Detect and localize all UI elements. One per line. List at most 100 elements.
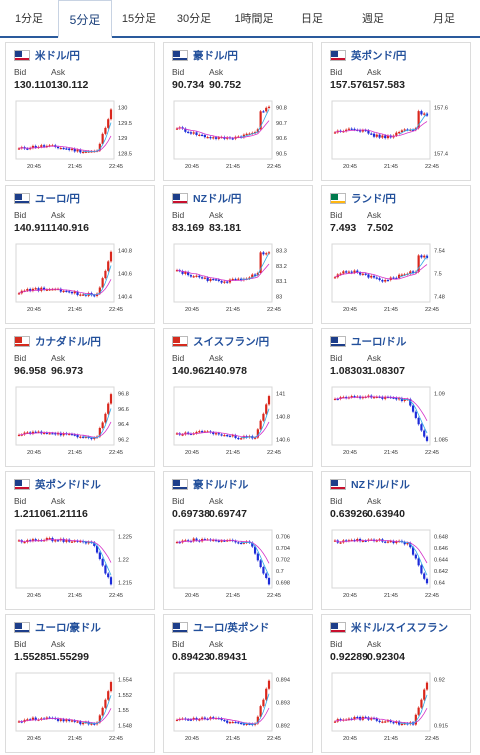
price-chart[interactable]: 96.8 96.6 96.4 96.2 20:45 21:45 22:45 (12, 383, 150, 463)
candle-down (237, 722, 240, 724)
price-chart[interactable]: 0.894 0.893 0.892 20:45 21:45 22:45 (170, 669, 308, 749)
y-tick-label: 7.54 (434, 249, 445, 255)
price-chart[interactable]: 1.09 1.085 20:45 21:45 22:45 (328, 383, 466, 463)
price-chart[interactable]: 0.648 0.646 0.644 0.642 0.64 20:45 21:45 22:45 (328, 526, 466, 606)
pair-name[interactable]: ランド/円 (351, 193, 396, 205)
candle-up (333, 277, 337, 279)
candle-down (76, 291, 79, 296)
price-chart[interactable]: 0.92 0.915 20:45 21:45 22:45 (328, 669, 466, 749)
candle-down (184, 128, 187, 132)
rate-card[interactable]: ランド/円 Bid Ask 7.493 7.502 7.54 7.5 7.48 20:45 21:… (321, 185, 471, 324)
candle-down (93, 295, 96, 297)
price-chart[interactable]: 130 129.5 129 128.5 20:45 21:45 22:45 (12, 97, 150, 177)
candle-up (217, 137, 220, 139)
flag-au-icon (172, 479, 188, 490)
rate-card[interactable]: 米ドル/スイスフラン Bid Ask 0.92289 0.92304 0.92 0.915 2… (321, 614, 471, 753)
ask-label: Ask (209, 639, 224, 649)
price-chart[interactable]: 1.554 1.552 1.55 1.548 20:45 21:45 22:45 (12, 669, 150, 749)
rate-card[interactable]: NZドル/円 Bid Ask 83.169 83.181 83.3 83.2 83.1 83 20… (163, 185, 313, 324)
price-chart[interactable]: 0.706 0.704 0.702 0.7 0.698 20:45 21:45 22:45 (170, 526, 308, 606)
candle-up (400, 130, 404, 133)
rate-card[interactable]: 英ポンド/円 Bid Ask 157.576 157.583 157.6 157.4 20:4… (321, 42, 471, 181)
pair-name[interactable]: NZドル/円 (193, 193, 242, 205)
rate-card[interactable]: 英ポンド/ドル Bid Ask 1.21106 1.21116 1.225 1.22 1.21… (5, 471, 155, 610)
candle-down (195, 132, 198, 135)
pair-name[interactable]: 米ドル/スイスフラン (351, 622, 449, 634)
price-chart[interactable]: 1.225 1.22 1.215 20:45 21:45 22:45 (12, 526, 150, 606)
tab-5[interactable]: 日足 (301, 13, 323, 25)
candle-up (389, 540, 392, 543)
bid-value: 157.576 (330, 79, 368, 91)
ask-value: 157.583 (367, 79, 405, 91)
rate-card[interactable]: NZドル/ドル Bid Ask 0.63926 0.63940 0.648 0.646 0.6… (321, 471, 471, 610)
pair-name[interactable]: ユーロ/豪ドル (35, 622, 101, 634)
x-tick-label: 21:45 (226, 450, 240, 456)
rate-card[interactable]: ユーロ/英ポンド Bid Ask 0.89423 0.89431 0.894 0.893 0.… (163, 614, 313, 753)
pair-name[interactable]: 豪ドル/円 (193, 50, 238, 62)
candle-down (76, 435, 79, 438)
pair-name[interactable]: ユーロ/円 (35, 193, 80, 205)
tab-1[interactable]: 5分足 (58, 0, 112, 38)
candle-up (361, 273, 364, 275)
tab-0[interactable]: 1分足 (14, 13, 44, 25)
pair-name[interactable]: 英ポンド/ドル (35, 479, 101, 491)
candle-up (347, 540, 351, 542)
price-chart[interactable]: 7.54 7.5 7.48 20:45 21:45 22:45 (328, 240, 466, 320)
pair-name[interactable]: カナダドル/円 (35, 336, 101, 348)
x-tick-label: 21:45 (384, 164, 398, 170)
candle-up (223, 435, 226, 437)
candlestick-chart: 130 129.5 129 128.5 20:45 21:45 22:45 (15, 100, 132, 170)
pair-name[interactable]: 豪ドル/ドル (193, 479, 249, 491)
card-header: 英ポンド/円 (330, 48, 406, 63)
tab-7[interactable]: 月足 (433, 13, 455, 25)
tab-4[interactable]: 1時間足 (234, 13, 274, 25)
rate-card[interactable]: 豪ドル/円 Bid Ask 90.734 90.752 90.8 90.7 90.6 90.5 2… (163, 42, 313, 181)
pair-name[interactable]: ユーロ/英ポンド (193, 622, 270, 634)
pair-name[interactable]: NZドル/ドル (351, 479, 410, 491)
price-chart[interactable]: 90.8 90.7 90.6 90.5 20:45 21:45 22:45 (170, 97, 308, 177)
candle-up (65, 539, 68, 542)
candle-up (400, 723, 404, 726)
candle-down (54, 433, 57, 435)
pair-name[interactable]: 英ポンド/円 (351, 50, 407, 62)
candle-down (345, 540, 348, 542)
candle-down (253, 274, 257, 276)
candle-down (358, 272, 362, 275)
candle-down (73, 148, 76, 152)
candle-up (423, 113, 426, 115)
tab-6[interactable]: 週足 (362, 13, 384, 25)
rate-card[interactable]: ユーロ/円 Bid Ask 140.911 140.916 140.8 140.6 140.4… (5, 185, 155, 324)
x-tick-label: 22:45 (109, 164, 123, 170)
candle-up (333, 132, 337, 134)
candle-up (17, 293, 21, 295)
x-tick-label: 20:45 (185, 307, 199, 313)
rate-card[interactable]: 米ドル/円 Bid Ask 130.110 130.112 130 129.5 129 128.… (5, 42, 155, 181)
candle-down (411, 405, 415, 412)
tab-2[interactable]: 15分足 (121, 13, 157, 25)
tab-3[interactable]: 30分足 (176, 13, 212, 25)
price-chart[interactable]: 140.8 140.6 140.4 20:45 21:45 22:45 (12, 240, 150, 320)
price-chart[interactable]: 83.3 83.2 83.1 83 20:45 21:45 22:45 (170, 240, 308, 320)
candle-down (29, 540, 32, 542)
pair-name[interactable]: ユーロ/ドル (351, 336, 407, 348)
pair-name[interactable]: スイスフラン/円 (193, 336, 270, 348)
candle-down (392, 722, 395, 724)
pair-name[interactable]: 米ドル/円 (35, 50, 80, 62)
candle-down (350, 271, 353, 273)
price-chart[interactable]: 141 140.8 140.6 20:45 21:45 22:45 (170, 383, 308, 463)
rate-card[interactable]: 豪ドル/ドル Bid Ask 0.69738 0.69747 0.706 0.704 0.70… (163, 471, 313, 610)
rate-card[interactable]: ユーロ/豪ドル Bid Ask 1.55285 1.55299 1.554 1.552 1.5… (5, 614, 155, 753)
candle-up (259, 111, 262, 130)
ask-value: 0.89431 (209, 651, 247, 663)
rate-card[interactable]: ユーロ/ドル Bid Ask 1.08303 1.08307 1.09 1.085 20:45… (321, 328, 471, 467)
rate-card[interactable]: カナダドル/円 Bid Ask 96.958 96.973 96.8 96.6 96.4 96.… (5, 328, 155, 467)
candle-up (48, 433, 51, 435)
candle-down (223, 719, 226, 722)
candle-down (34, 431, 37, 433)
flag-us-icon (14, 50, 30, 61)
candle-down (234, 435, 237, 438)
price-chart[interactable]: 157.6 157.4 20:45 21:45 22:45 (328, 97, 466, 177)
y-tick-label: 7.48 (434, 295, 445, 301)
candle-up (342, 396, 345, 399)
rate-card[interactable]: スイスフラン/円 Bid Ask 140.962 140.978 141 140.8 140.… (163, 328, 313, 467)
